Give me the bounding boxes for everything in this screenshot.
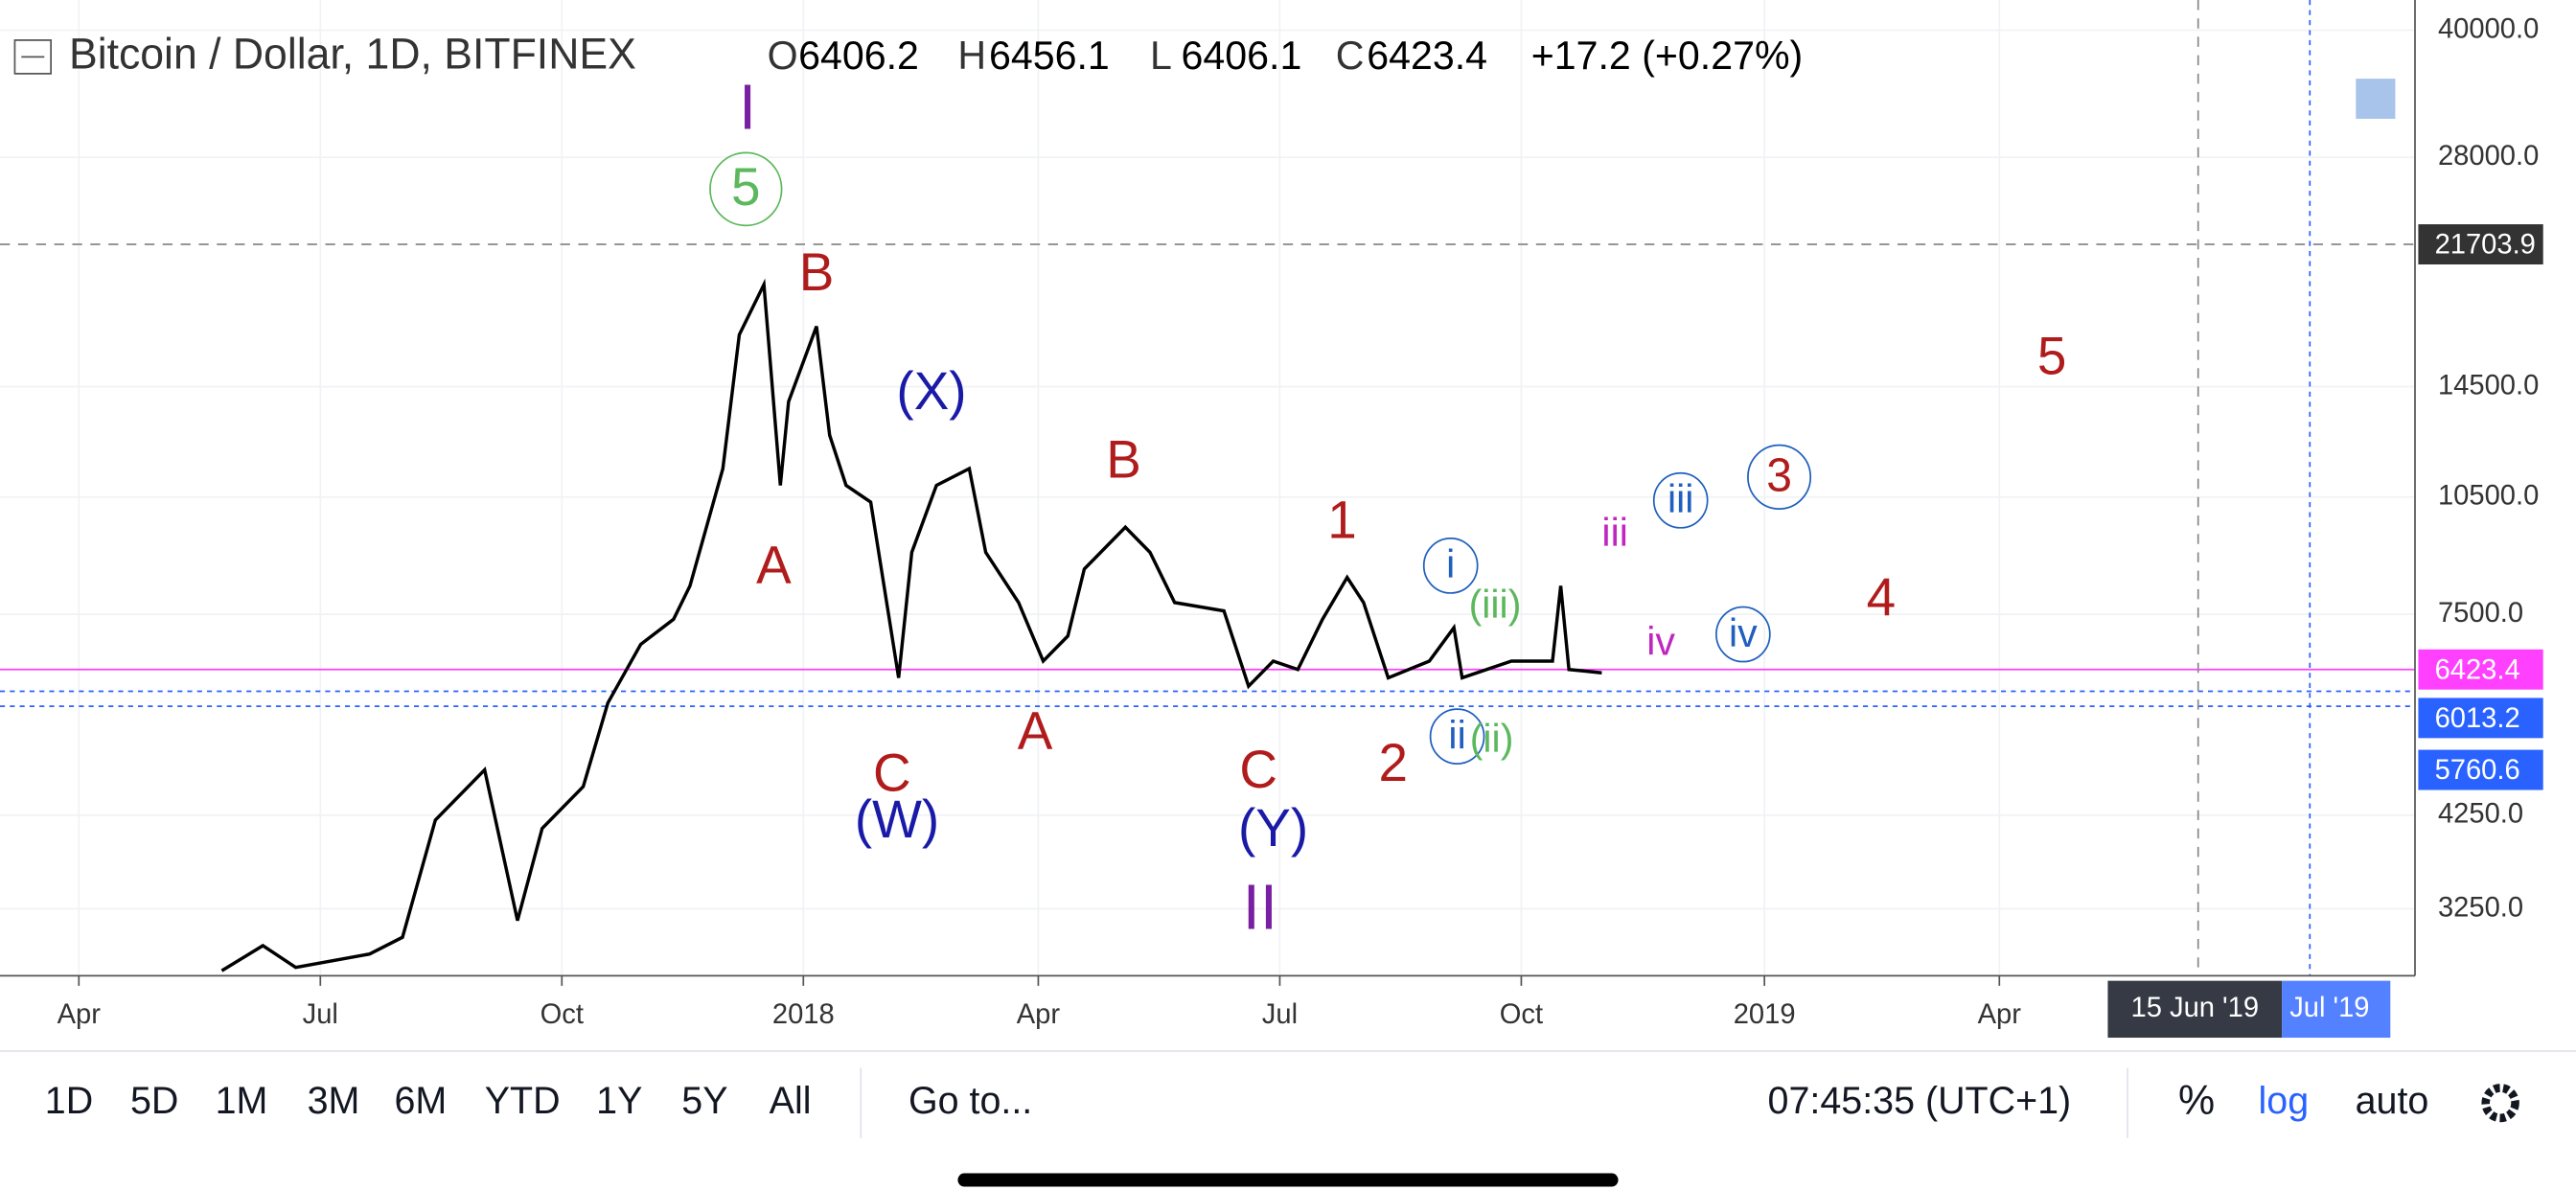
home-indicator [957,1173,1619,1187]
range-button[interactable]: 1D [45,1079,93,1121]
range-button[interactable]: 5Y [681,1079,727,1121]
wave-label: iii [1601,510,1627,555]
wave-circle [1429,708,1485,765]
wave-label: A [1018,700,1053,761]
grid [0,0,2415,976]
crosshair-time [2107,980,2283,1039]
log-button[interactable]: log [2259,1079,2310,1121]
price-marker [2418,649,2543,690]
wave-label: (X) [896,361,966,422]
wave-circle [1747,444,1812,510]
wave-label: iii [1668,476,1693,521]
crosshair-time-label: Jul '19 [2289,992,2369,1023]
wave-label: ii [1448,712,1465,757]
wave-label: I [739,71,756,143]
crosshair-time-label: 15 Jun '19 [2131,992,2260,1023]
wave-circle [1715,606,1771,663]
price-series [220,278,1602,973]
ohlc-value: 6406.1 [1182,33,1302,78]
goto-button[interactable]: Go to... [908,1079,1032,1121]
ohlc-key: O [768,33,798,78]
scroll-button[interactable] [2356,79,2396,120]
wave-label: B [799,242,835,303]
wave-label: 5 [2037,326,2067,386]
percent-button[interactable]: % [2178,1077,2215,1123]
time-label: Jul [1262,998,1298,1030]
time-label: Oct [1500,998,1543,1030]
range-button[interactable]: 1M [216,1079,268,1121]
ohlc-value: 6423.4 [1367,33,1487,78]
gear [2481,1084,2519,1123]
time-label: Apr [58,998,102,1030]
price-marker-label: 6423.4 [2435,653,2520,685]
time-label: Jul [303,998,338,1030]
wave-label: C [1239,739,1277,799]
wave-circle [1652,471,1709,529]
price-marker-label: 21703.9 [2435,228,2536,260]
price-axis [2415,0,2576,976]
price-label: 40000.0 [2438,12,2539,44]
wave-circle [709,151,783,227]
wave-label: (Y) [1238,797,1308,858]
symbol: Bitcoin / Dollar, 1D, BITFINEX [69,29,636,78]
price-marker [2418,698,2543,739]
price-label: 4250.0 [2438,797,2523,829]
range-button[interactable]: All [770,1079,812,1121]
price-label: 28000.0 [2438,140,2539,172]
time-label: Apr [1978,998,2022,1030]
ohlc-value: 6456.1 [989,33,1110,78]
wave-label: B [1106,429,1141,490]
wave-label: (W) [855,790,939,850]
range-button[interactable]: YTD [485,1079,561,1121]
range-button[interactable]: 5D [130,1079,178,1121]
wave-label: iv [1646,618,1675,663]
wave-label: 4 [1867,566,1897,627]
range-button[interactable]: 6M [394,1079,447,1121]
auto-button[interactable]: auto [2356,1079,2429,1121]
time-label: Oct [540,998,584,1030]
time-label: 2019 [1734,998,1796,1030]
ohlc-key: L [1150,33,1172,78]
wave-label: 2 [1378,732,1408,792]
time-label: 2018 [772,998,835,1030]
price-marker [2418,224,2543,264]
price-label: 10500.0 [2438,479,2539,511]
price-label: 7500.0 [2438,597,2523,629]
wave-label: i [1446,541,1455,586]
price-marker-label: 6013.2 [2435,702,2520,734]
change: +17.2 (+0.27%) [1531,33,1803,78]
wave-label: C [873,743,911,803]
wave-label: II [1243,871,1277,943]
wave-label: iv [1729,610,1758,655]
wave-label: (ii) [1470,716,1514,761]
wave-label: 3 [1766,449,1792,502]
price-marker-label: 5760.6 [2435,754,2520,786]
price-label: 14500.0 [2438,369,2539,400]
ohlc-key: C [1336,33,1365,78]
time-label: Apr [1017,998,1061,1030]
price-marker [2418,749,2543,790]
clock: 07:45:35 (UTC+1) [1768,1079,2072,1121]
wave-circle [1422,538,1479,594]
wave-label: 1 [1327,490,1357,550]
wave-label: A [756,535,792,595]
wave-label: 5 [731,156,761,217]
ohlc-value: 6406.2 [798,33,919,78]
settings-button[interactable] [2481,1084,2519,1123]
crosshair-time [2282,980,2391,1039]
collapse-icon[interactable] [13,39,52,75]
range-button[interactable]: 3M [308,1079,360,1121]
range-button[interactable]: 1Y [596,1079,642,1121]
ohlc-key: H [957,33,986,78]
wave-label: (iii) [1469,582,1522,627]
price-label: 3250.0 [2438,891,2523,923]
